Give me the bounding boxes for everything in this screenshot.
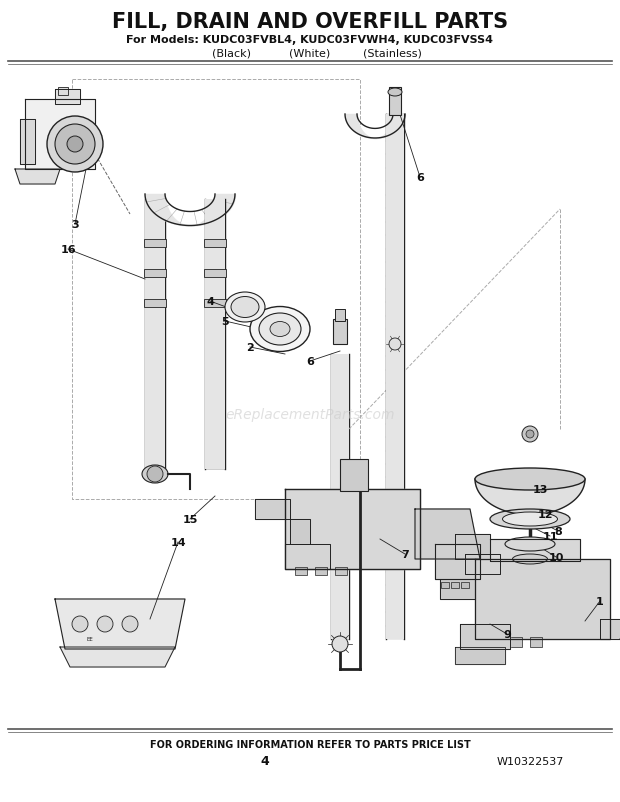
Circle shape: [522, 427, 538, 443]
Circle shape: [47, 117, 103, 172]
Polygon shape: [475, 559, 610, 639]
Text: 14: 14: [170, 537, 186, 547]
Polygon shape: [440, 579, 475, 599]
Polygon shape: [455, 534, 490, 559]
Polygon shape: [55, 90, 80, 105]
Polygon shape: [490, 539, 580, 561]
Polygon shape: [25, 100, 95, 170]
Polygon shape: [600, 619, 620, 639]
Bar: [461, 582, 469, 588]
Bar: [145, 200, 165, 469]
Bar: [144, 269, 166, 277]
Ellipse shape: [490, 509, 570, 529]
Polygon shape: [290, 520, 310, 545]
Text: 5: 5: [221, 317, 229, 326]
Polygon shape: [465, 554, 500, 574]
Ellipse shape: [513, 554, 547, 565]
Text: 8: 8: [554, 526, 562, 537]
Ellipse shape: [259, 314, 301, 346]
Text: 11: 11: [542, 532, 558, 541]
Bar: [58, 88, 68, 96]
Text: 9: 9: [503, 630, 511, 639]
Text: 16: 16: [60, 245, 76, 255]
Bar: [205, 200, 225, 469]
Text: 3: 3: [71, 220, 79, 229]
Circle shape: [72, 616, 88, 632]
Bar: [389, 88, 401, 115]
Text: eReplacementParts.com: eReplacementParts.com: [225, 407, 395, 422]
Circle shape: [147, 467, 163, 482]
Text: 1: 1: [596, 596, 604, 606]
Circle shape: [67, 137, 83, 153]
Text: 4: 4: [206, 297, 214, 306]
Polygon shape: [455, 647, 505, 664]
Bar: [144, 300, 166, 308]
Text: 13: 13: [533, 484, 547, 494]
Text: 6: 6: [416, 172, 424, 183]
Polygon shape: [255, 500, 290, 520]
Bar: [295, 567, 307, 575]
Bar: [340, 460, 368, 492]
Text: FILL, DRAIN AND OVERFILL PARTS: FILL, DRAIN AND OVERFILL PARTS: [112, 12, 508, 32]
Bar: [441, 582, 449, 588]
Text: 2: 2: [246, 342, 254, 353]
Text: EE: EE: [87, 637, 94, 642]
Ellipse shape: [505, 537, 555, 551]
Text: 15: 15: [182, 514, 198, 525]
Polygon shape: [60, 647, 175, 667]
Text: (Black): (Black): [213, 48, 252, 58]
Circle shape: [389, 338, 401, 350]
Bar: [530, 638, 542, 647]
Ellipse shape: [231, 297, 259, 318]
Bar: [204, 300, 226, 308]
Polygon shape: [285, 489, 420, 569]
Bar: [315, 567, 327, 575]
Ellipse shape: [270, 322, 290, 337]
Text: For Models: KUDC03FVBL4, KUDC03FVWH4, KUDC03FVSS4: For Models: KUDC03FVBL4, KUDC03FVWH4, KU…: [126, 35, 494, 45]
Circle shape: [526, 431, 534, 439]
Ellipse shape: [475, 468, 585, 490]
Bar: [204, 269, 226, 277]
Circle shape: [97, 616, 113, 632]
Polygon shape: [20, 119, 35, 164]
Polygon shape: [15, 170, 60, 184]
Polygon shape: [435, 545, 480, 579]
Text: W10322537: W10322537: [497, 756, 564, 766]
Bar: [490, 638, 502, 647]
Circle shape: [332, 636, 348, 652]
Bar: [335, 310, 345, 322]
Ellipse shape: [502, 512, 557, 526]
Bar: [510, 638, 522, 647]
Text: 4: 4: [260, 755, 269, 768]
Polygon shape: [460, 624, 510, 649]
Circle shape: [55, 125, 95, 164]
Text: 7: 7: [401, 549, 409, 559]
Circle shape: [122, 616, 138, 632]
Bar: [451, 582, 459, 588]
Polygon shape: [55, 599, 185, 649]
Bar: [335, 567, 347, 575]
Bar: [144, 240, 166, 248]
Bar: [331, 354, 349, 639]
Text: 12: 12: [538, 509, 553, 520]
Ellipse shape: [225, 293, 265, 322]
Polygon shape: [415, 509, 480, 559]
Ellipse shape: [388, 89, 402, 97]
Text: (Stainless): (Stainless): [363, 48, 422, 58]
Bar: [333, 320, 347, 345]
Ellipse shape: [142, 465, 168, 484]
Text: FOR ORDERING INFORMATION REFER TO PARTS PRICE LIST: FOR ORDERING INFORMATION REFER TO PARTS …: [149, 739, 471, 749]
Text: 6: 6: [306, 357, 314, 367]
Polygon shape: [285, 545, 330, 569]
Text: 10: 10: [548, 553, 564, 562]
Ellipse shape: [250, 307, 310, 352]
Text: (White): (White): [290, 48, 330, 58]
Bar: [386, 115, 404, 639]
Bar: [204, 240, 226, 248]
Polygon shape: [475, 480, 585, 515]
